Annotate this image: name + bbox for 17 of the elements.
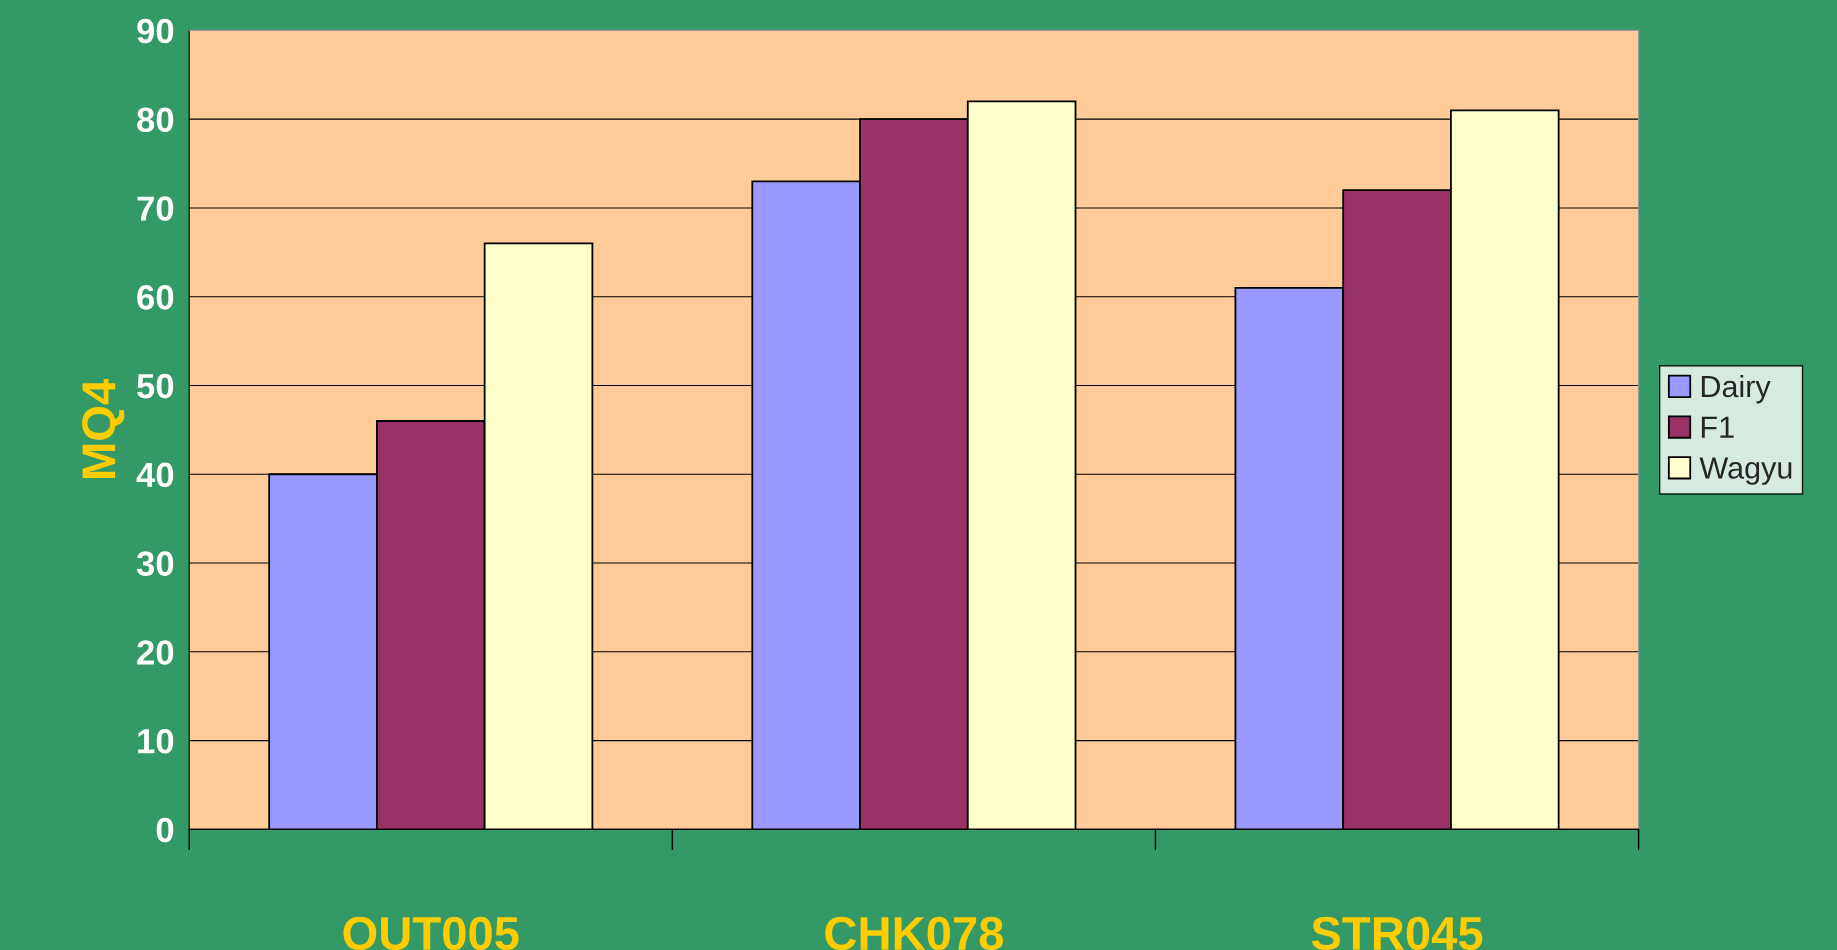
x-tick-label: STR045 <box>1311 916 1483 950</box>
legend-label: F1 <box>1701 416 1734 438</box>
legend-label: Wagyu <box>1699 457 1792 485</box>
legend-label: Dairy <box>1701 374 1771 404</box>
y-tick-label: 70 <box>137 196 174 221</box>
y-axis-title: MQ4 <box>82 378 125 478</box>
y-tick-label: 40 <box>136 462 174 488</box>
y-tick-label: 60 <box>137 285 174 310</box>
y-tick-label: 0 <box>156 817 174 843</box>
y-tick-label: 20 <box>137 640 174 665</box>
y-tick-label: 50 <box>137 373 174 399</box>
x-tick-label: OUT005 <box>343 916 519 950</box>
x-tick-label: CHK078 <box>825 916 1004 950</box>
y-tick-label: 10 <box>138 728 174 754</box>
y-tick-label: 30 <box>136 551 174 577</box>
y-tick-label: 80 <box>137 107 174 133</box>
y-tick-label: 90 <box>137 18 174 44</box>
